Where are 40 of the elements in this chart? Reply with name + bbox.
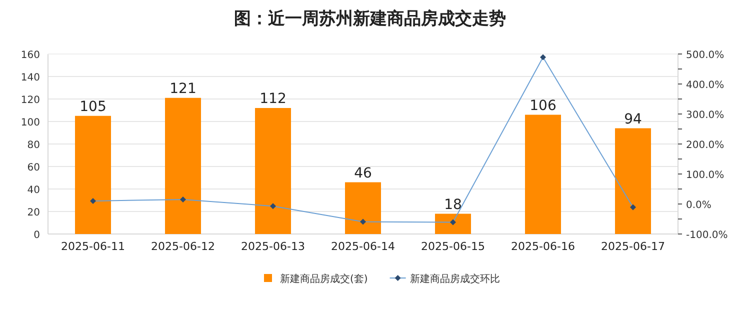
bar [255, 108, 291, 234]
y2-tick-label: 300.0% [686, 110, 724, 121]
y2-tick-label: 200.0% [686, 140, 724, 151]
x-tick-label: 2025-06-11 [61, 240, 125, 253]
y-tick-label: 100 [20, 118, 40, 128]
bar [165, 98, 201, 234]
bar [345, 182, 381, 234]
x-tick-label: 2025-06-17 [601, 240, 665, 253]
y2-tick-label: 0.0% [686, 200, 712, 211]
x-tick-label: 2025-06-15 [421, 240, 485, 253]
data-label: 46 [354, 165, 372, 182]
data-label: 18 [444, 196, 462, 213]
bar [435, 214, 471, 234]
bar [525, 114, 561, 234]
x-tick-label: 2025-06-12 [151, 240, 215, 253]
data-label: 105 [80, 98, 106, 115]
data-label: 94 [624, 111, 642, 128]
y-tick-label: 60 [27, 162, 40, 174]
data-label: 121 [170, 80, 196, 97]
y2-tick-label: -100.0% [686, 230, 728, 241]
bar [615, 128, 651, 234]
y-tick-label: 140 [20, 72, 40, 84]
x-tick-label: 2025-06-16 [511, 240, 575, 253]
y2-tick-label: 500.0% [686, 50, 724, 61]
legend-label: 新建商品房成交(套) [280, 273, 368, 285]
y-tick-label: 80 [27, 140, 40, 151]
y-tick-label: 160 [20, 50, 40, 61]
y-tick-label: 120 [20, 95, 40, 106]
data-label: 112 [260, 91, 286, 107]
x-tick-label: 2025-06-14 [331, 240, 395, 253]
bar [75, 116, 111, 234]
y-tick-label: 40 [27, 185, 40, 196]
x-tick-label: 2025-06-13 [241, 240, 305, 253]
y-tick-label: 0 [34, 230, 40, 241]
data-label: 106 [530, 98, 556, 114]
legend-label: 新建商品房成交环比 [410, 273, 500, 285]
chart-title: 图：近一周苏州新建商品房成交走势 [234, 9, 506, 29]
y2-tick-label: 100.0% [686, 170, 724, 181]
y-tick-label: 20 [27, 208, 40, 218]
y2-tick-label: 400.0% [686, 80, 724, 91]
